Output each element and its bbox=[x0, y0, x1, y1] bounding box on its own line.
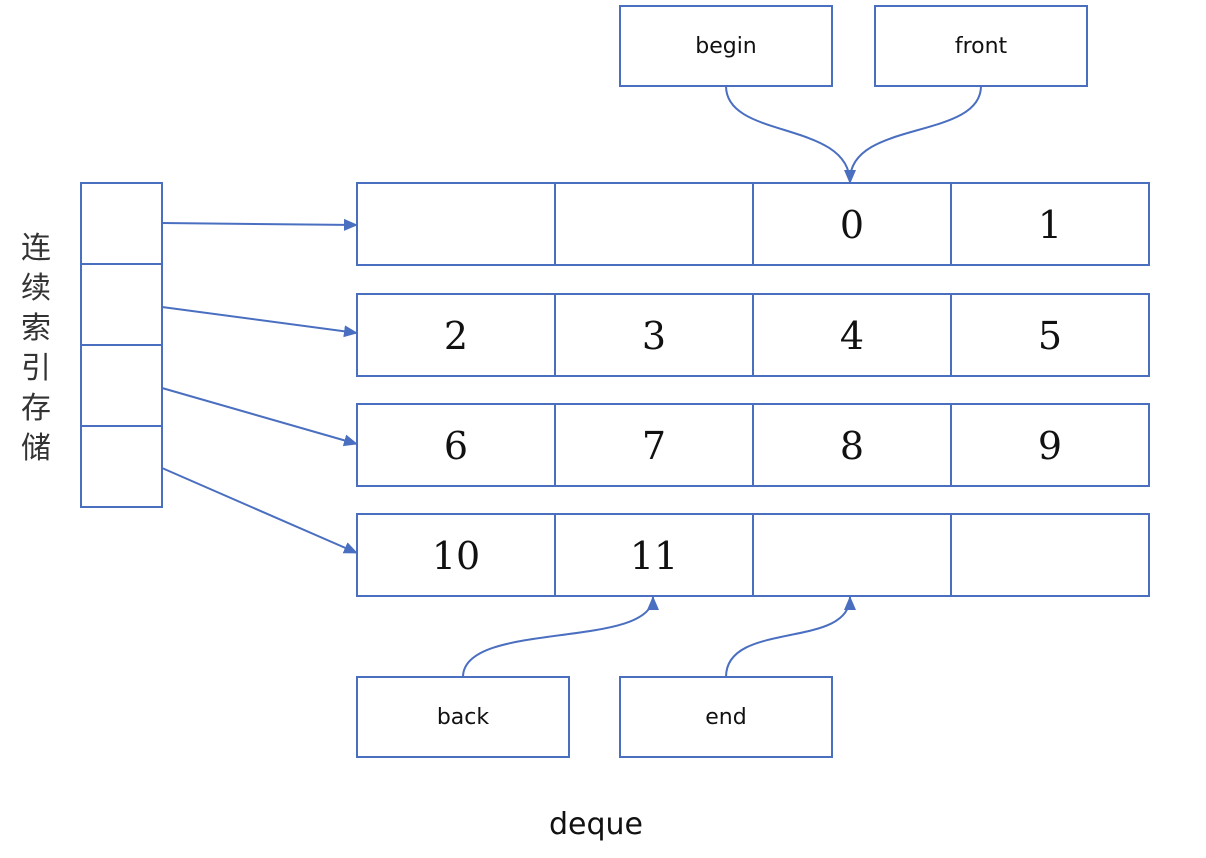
chunk-cell bbox=[752, 293, 952, 377]
end-pointer: end bbox=[619, 676, 833, 758]
chunk-cell bbox=[356, 182, 556, 266]
chunk-row: 10 11 bbox=[356, 513, 1150, 597]
chunk-cell bbox=[554, 182, 754, 266]
index-slot bbox=[80, 263, 163, 346]
back-arrow bbox=[462, 596, 659, 678]
chunk-cell bbox=[752, 513, 952, 597]
chunk-cell-value: 7 bbox=[642, 424, 666, 468]
side-label-char: 引 bbox=[21, 351, 51, 386]
chunk-cell bbox=[950, 293, 1150, 377]
index-slot bbox=[80, 182, 163, 265]
chunk-cell-value: 4 bbox=[840, 314, 864, 358]
chunk-row: 2 3 4 5 bbox=[356, 293, 1150, 377]
side-label-char: 存 bbox=[21, 391, 51, 426]
side-label-char: 储 bbox=[21, 431, 51, 466]
chunk-cell-value: 9 bbox=[1038, 424, 1062, 468]
chunk-cell-value: 8 bbox=[840, 424, 864, 468]
begin-arrow bbox=[725, 85, 856, 184]
side-label-char: 索 bbox=[21, 311, 51, 346]
begin-label: begin bbox=[695, 34, 757, 59]
chunk-cell bbox=[752, 182, 952, 266]
front-pointer: front bbox=[874, 5, 1088, 87]
chunk-cell-value: 2 bbox=[444, 314, 468, 358]
chunk-cell bbox=[950, 182, 1150, 266]
front-box bbox=[874, 5, 1088, 87]
diagram-caption: deque bbox=[549, 807, 643, 842]
chunk-cell-value: 0 bbox=[840, 203, 864, 247]
chunk-cell-value: 11 bbox=[630, 534, 678, 578]
back-pointer: back bbox=[356, 676, 570, 758]
index-slot bbox=[80, 344, 163, 427]
chunk-cell-value: 6 bbox=[444, 424, 468, 468]
chunk-cell bbox=[950, 513, 1150, 597]
front-label: front bbox=[955, 34, 1008, 59]
side-label-char: 连 bbox=[21, 231, 51, 266]
map-to-chunk-arrows bbox=[161, 218, 358, 554]
map-arrow-2 bbox=[161, 387, 358, 447]
index-slot bbox=[80, 425, 163, 508]
front-arrow bbox=[849, 85, 982, 181]
chunk-cell bbox=[554, 403, 754, 487]
chunk-cell-value: 3 bbox=[642, 314, 666, 358]
chunk-cell-value: 5 bbox=[1038, 314, 1062, 358]
index-map bbox=[80, 182, 163, 508]
chunk-buffers: 0 12 3 4 56 7 8 910 11 bbox=[356, 182, 1150, 597]
end-label: end bbox=[705, 705, 746, 730]
chunk-cell bbox=[950, 403, 1150, 487]
back-label: back bbox=[437, 705, 490, 730]
end-box bbox=[619, 676, 833, 758]
chunk-cell bbox=[752, 403, 952, 487]
map-arrow-3 bbox=[161, 467, 358, 554]
chunk-cell bbox=[554, 513, 754, 597]
chunk-cell-value: 10 bbox=[432, 534, 480, 578]
chunk-cell-value: 1 bbox=[1038, 203, 1062, 247]
begin-pointer: begin bbox=[619, 5, 833, 87]
map-arrow-0 bbox=[161, 218, 358, 231]
chunk-cell bbox=[356, 293, 556, 377]
map-arrow-1 bbox=[161, 306, 358, 338]
side-label-char: 续 bbox=[21, 271, 51, 306]
end-arrow bbox=[725, 596, 856, 678]
back-box bbox=[356, 676, 570, 758]
chunk-cell bbox=[356, 403, 556, 487]
chunk-row: 6 7 8 9 bbox=[356, 403, 1150, 487]
